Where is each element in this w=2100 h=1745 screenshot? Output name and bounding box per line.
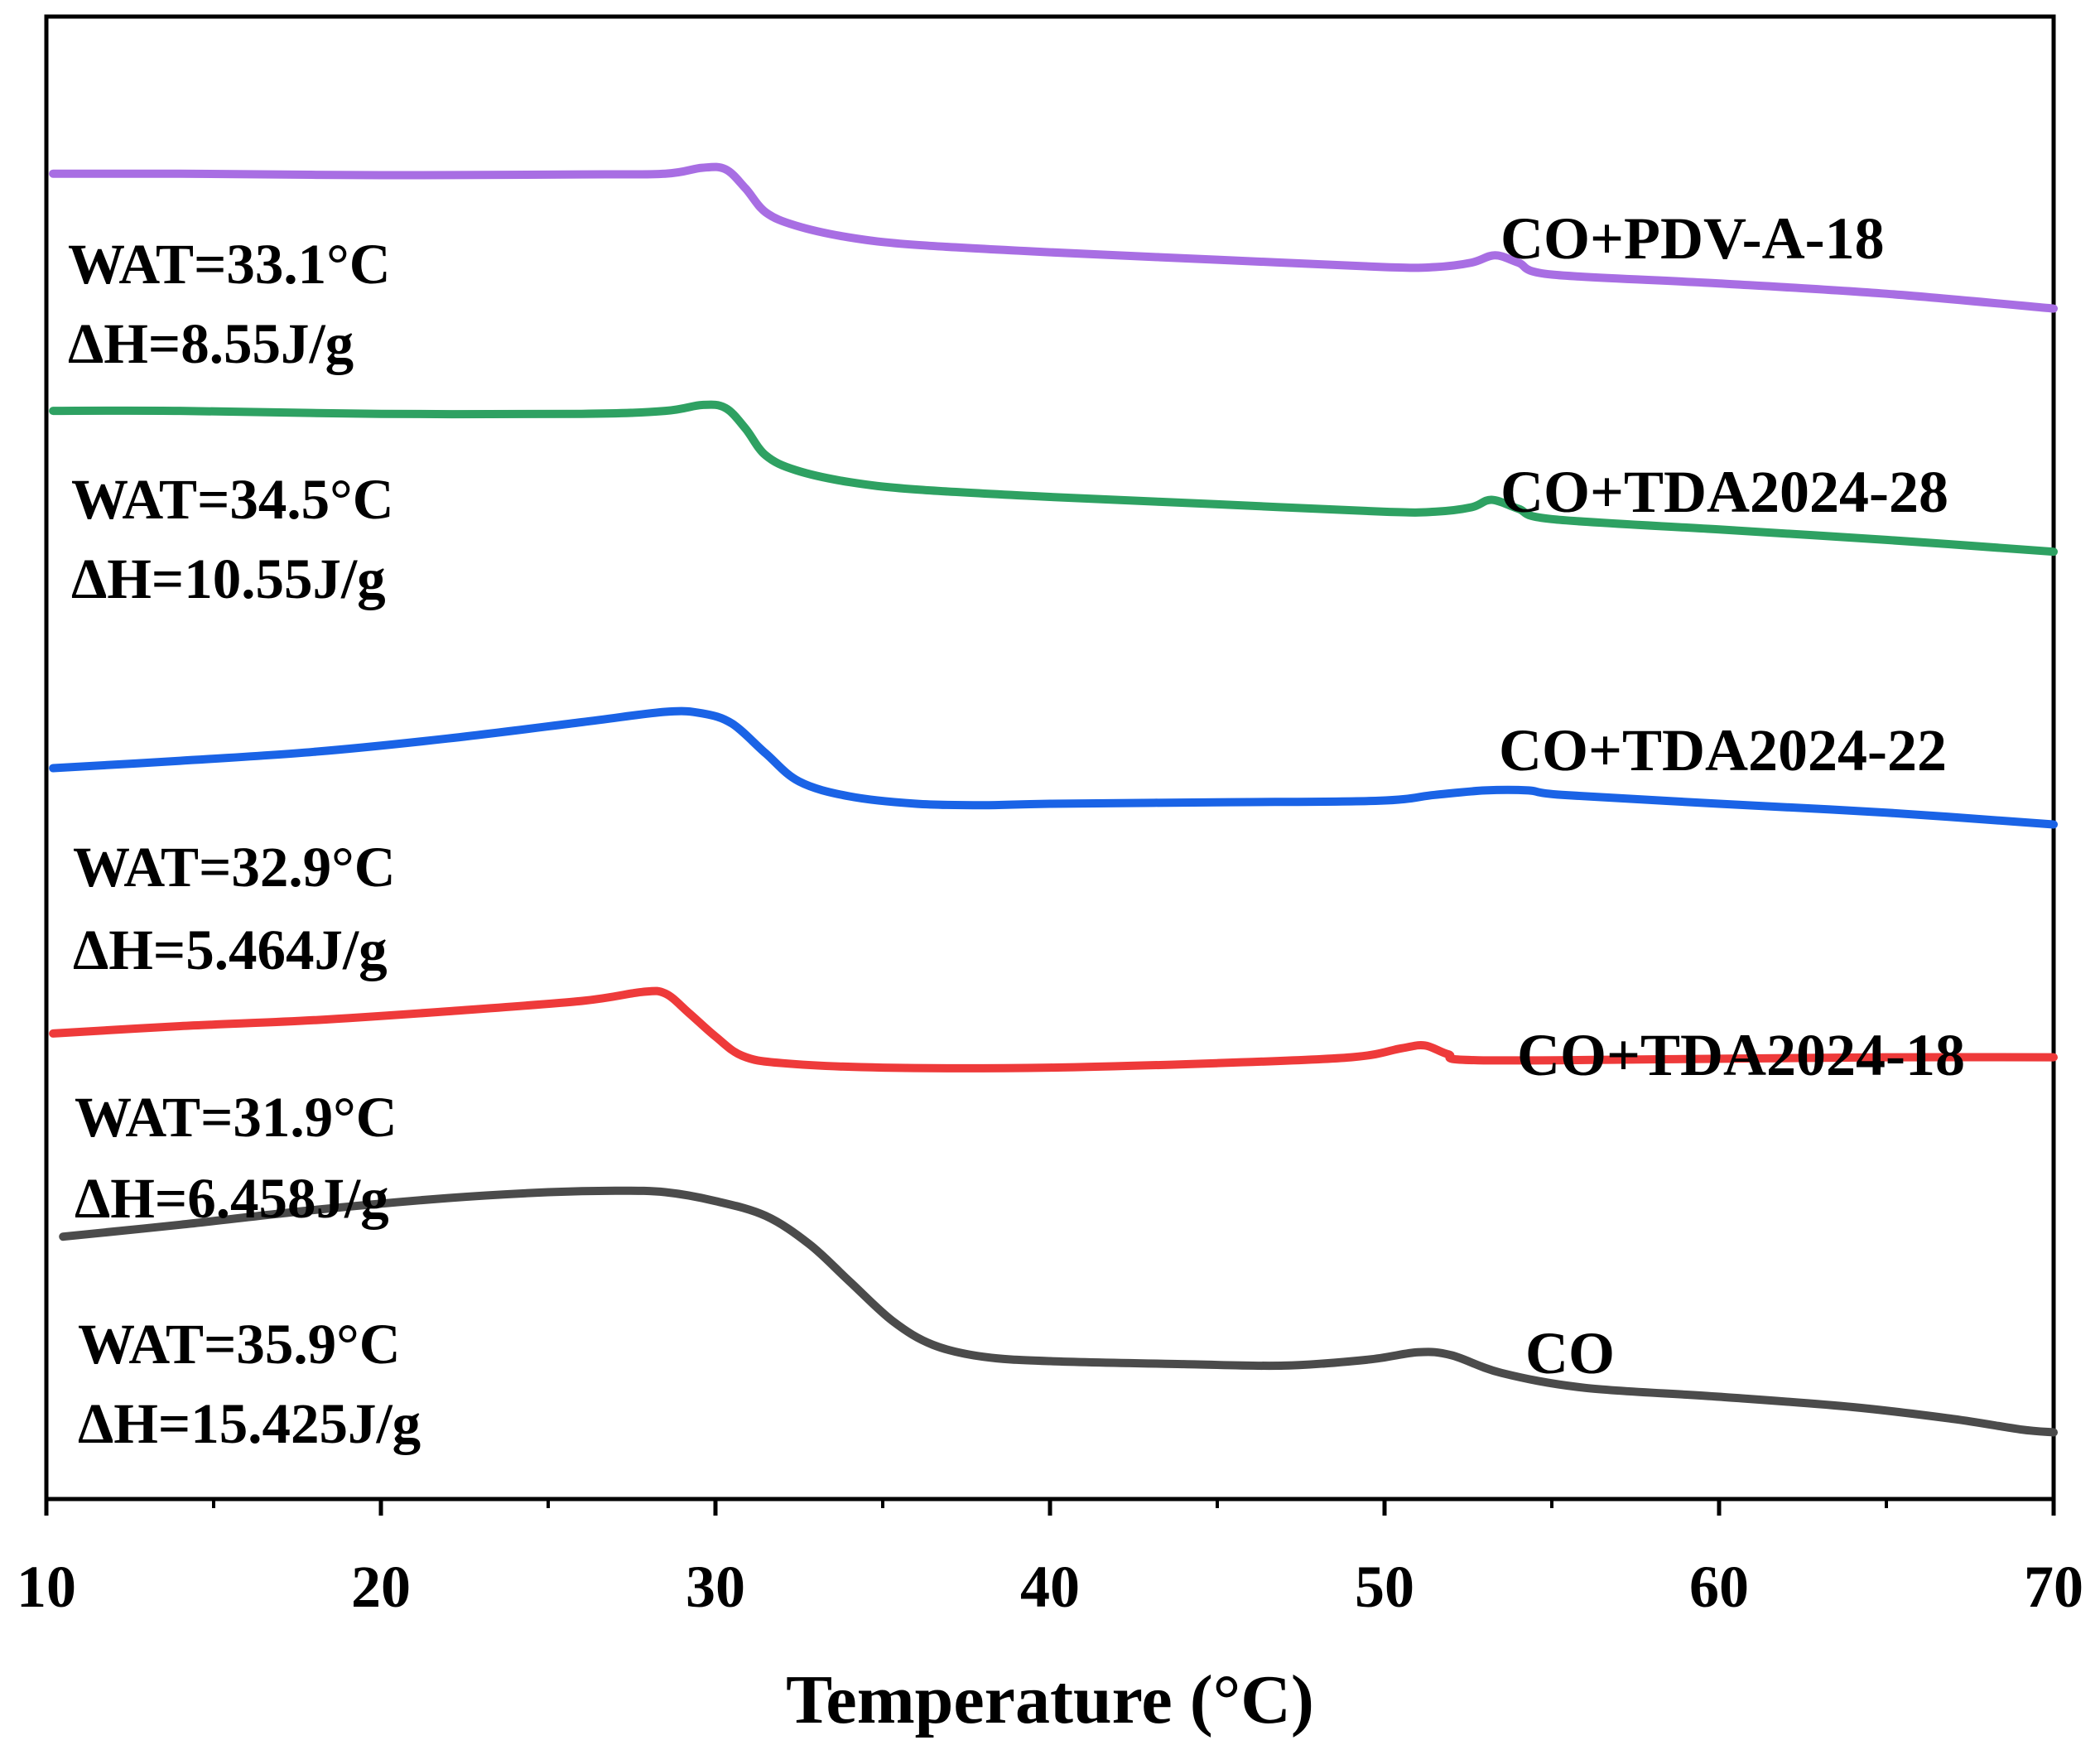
x-axis-ticks xyxy=(44,1499,2056,1516)
wat-annotation-co-tda2024-22: WAT=32.9°C xyxy=(73,836,396,899)
series-label-co-pdv-a-18: CO+PDV-A-18 xyxy=(1500,205,1885,272)
series-line-co-pdv-a-18 xyxy=(49,162,2058,313)
dh-annotation-co: ΔH=15.425J/g xyxy=(78,1392,421,1455)
x-tick-label-30: 30 xyxy=(686,1554,745,1620)
series-line-co-tda2024-22 xyxy=(49,706,2058,829)
series-label-co: CO xyxy=(1525,1320,1615,1386)
series-label-co-tda2024-18: CO+TDA2024-18 xyxy=(1517,1022,1965,1088)
x-tick-label-40: 40 xyxy=(1020,1554,1080,1620)
x-tick-label-70: 70 xyxy=(2024,1554,2083,1620)
wat-annotation-co: WAT=35.9°C xyxy=(78,1313,401,1376)
x-tick-label-60: 60 xyxy=(1689,1554,1749,1620)
x-tick-label-50: 50 xyxy=(1355,1554,1414,1620)
wat-annotation-co-pdv-a-18: WAT=33.1°C xyxy=(68,233,391,296)
x-tick-label-10: 10 xyxy=(17,1554,76,1620)
wat-annotation-co-tda2024-18: WAT=31.9°C xyxy=(75,1086,397,1149)
x-tick-label-20: 20 xyxy=(351,1554,411,1620)
x-axis-tick-labels: 10 20 30 40 50 60 70 xyxy=(17,1554,2083,1620)
series-line-co-tda2024-18 xyxy=(49,986,2058,1073)
dh-annotation-co-tda2024-28: ΔH=10.55J/g xyxy=(71,547,386,610)
dh-annotation-co-tda2024-18: ΔH=6.458J/g xyxy=(75,1167,389,1230)
series-lines xyxy=(49,162,2058,1437)
dh-annotation-co-pdv-a-18: ΔH=8.55J/g xyxy=(68,312,354,375)
wat-annotation-co-tda2024-28: WAT=34.5°C xyxy=(71,468,394,531)
dh-annotation-co-tda2024-22: ΔH=5.464J/g xyxy=(73,918,388,981)
series-line-co xyxy=(59,1186,2058,1437)
series-label-co-tda2024-22: CO+TDA2024-22 xyxy=(1499,717,1947,783)
series-line-co-tda2024-28 xyxy=(49,400,2058,557)
series-label-co-tda2024-28: CO+TDA2024-28 xyxy=(1500,459,1948,525)
x-axis-title: Temperature (°C) xyxy=(786,1661,1314,1738)
